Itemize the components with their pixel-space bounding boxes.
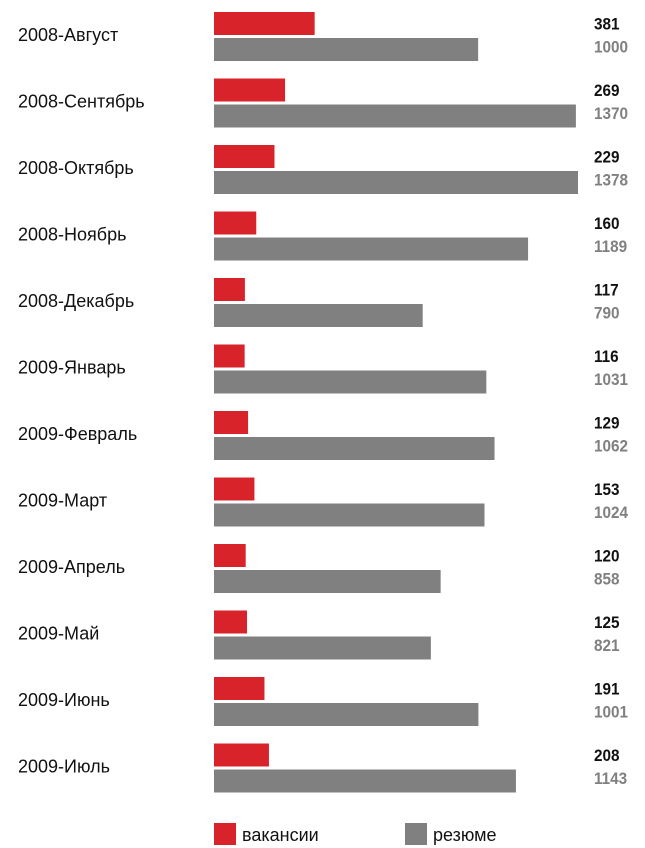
legend-swatch	[214, 823, 236, 845]
value-label: 117	[594, 281, 619, 300]
category-label: 2008-Ноябрь	[18, 224, 127, 244]
value-label: 1370	[594, 104, 628, 123]
category-label: 2008-Октябрь	[18, 158, 134, 178]
value-label: 1031	[594, 370, 628, 389]
bar	[214, 437, 495, 460]
bar	[214, 411, 249, 434]
bar	[214, 636, 431, 660]
category-label: 2009-Май	[18, 623, 99, 643]
legend-swatch	[405, 823, 427, 845]
value-label: 1001	[594, 703, 628, 722]
bar	[214, 610, 248, 634]
value-label: 1143	[594, 769, 627, 788]
category-label: 2009-Март	[18, 490, 107, 510]
value-label: 1378	[594, 171, 628, 190]
category-label: 2009-Июнь	[18, 690, 110, 710]
category-label: 2008-Декабрь	[18, 291, 134, 311]
value-label: 116	[594, 347, 619, 366]
value-label: 1000	[594, 38, 628, 57]
bar	[214, 145, 275, 168]
bar	[214, 12, 315, 35]
category-label: 2009-Июль	[18, 756, 110, 776]
bar	[214, 211, 257, 235]
bar	[214, 344, 245, 368]
value-label: 229	[594, 148, 620, 167]
value-label: 381	[594, 15, 620, 34]
category-label: 2009-Январь	[18, 357, 126, 377]
bar	[214, 743, 269, 767]
value-label: 160	[594, 214, 620, 233]
value-label: 125	[594, 613, 620, 632]
value-label: 858	[594, 570, 620, 589]
value-label: 191	[594, 680, 620, 699]
value-label: 790	[594, 304, 620, 323]
value-label: 129	[594, 414, 620, 433]
legend-label: вакансии	[242, 825, 319, 845]
bar	[214, 304, 423, 327]
value-label: 120	[594, 547, 620, 566]
bar	[214, 769, 516, 793]
value-label: 1024	[594, 503, 628, 522]
value-label: 1062	[594, 437, 628, 456]
value-label: 208	[594, 746, 620, 765]
category-label: 2009-Февраль	[18, 424, 137, 444]
category-label: 2008-Август	[18, 25, 118, 45]
category-label: 2009-Апрель	[18, 557, 125, 577]
value-label: 153	[594, 480, 620, 499]
value-label: 1189	[594, 237, 627, 256]
legend-label: резюме	[433, 825, 497, 845]
bar	[214, 78, 286, 102]
bar	[214, 544, 246, 567]
bar	[214, 237, 529, 261]
bar	[214, 477, 255, 501]
value-label: 269	[594, 81, 620, 100]
bar	[214, 104, 576, 128]
bar	[214, 677, 265, 700]
bar	[214, 503, 485, 527]
bar	[214, 370, 487, 394]
bar	[214, 38, 479, 61]
bar	[214, 278, 245, 301]
bar	[214, 703, 479, 726]
bar	[214, 171, 578, 194]
value-label: 821	[594, 636, 620, 655]
category-label: 2008-Сентябрь	[18, 91, 145, 111]
bar	[214, 570, 441, 593]
